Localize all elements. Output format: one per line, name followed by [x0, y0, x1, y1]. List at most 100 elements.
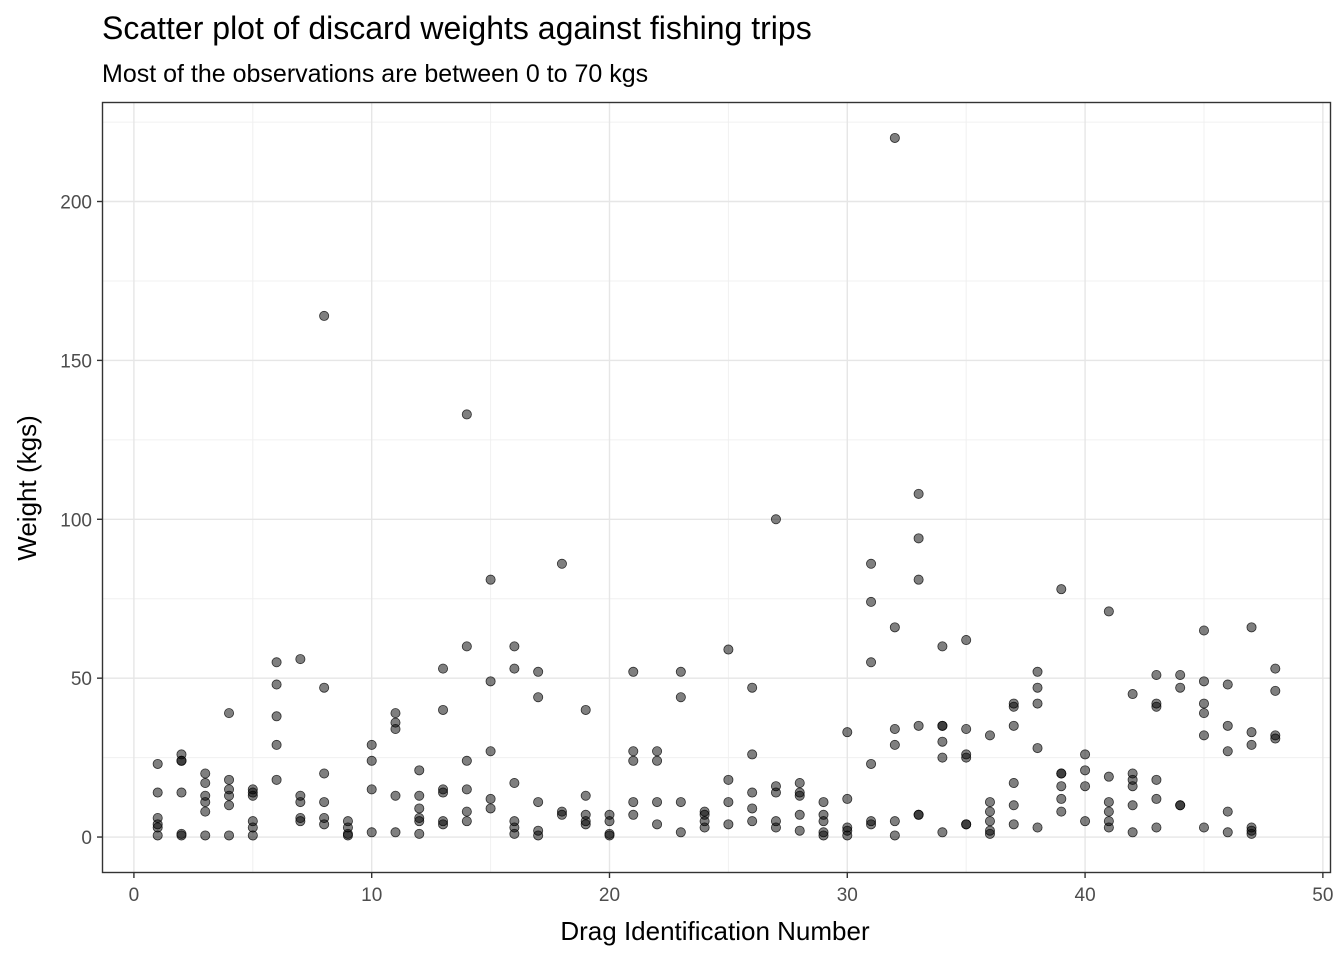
data-point [533, 666, 544, 677]
data-point [200, 806, 211, 817]
data-point [176, 787, 187, 798]
chart-title: Scatter plot of discard weights against … [102, 10, 812, 46]
data-point [485, 676, 496, 687]
data-point [913, 809, 924, 820]
data-point [366, 784, 377, 795]
data-point [961, 635, 972, 646]
data-point [461, 641, 472, 652]
data-point [628, 755, 639, 766]
data-point [1032, 822, 1043, 833]
data-point [628, 746, 639, 757]
x-tick-label: 10 [361, 885, 382, 906]
data-point [937, 827, 948, 838]
data-point [675, 666, 686, 677]
data-point [176, 755, 187, 766]
data-point [866, 596, 877, 607]
data-point [937, 641, 948, 652]
data-point [675, 797, 686, 808]
data-point [1056, 768, 1067, 779]
data-point [319, 797, 330, 808]
data-point [556, 809, 567, 820]
data-point [842, 727, 853, 738]
data-point [889, 724, 900, 735]
data-point [937, 736, 948, 747]
data-point [1151, 701, 1162, 712]
data-point [794, 809, 805, 820]
data-point [770, 514, 781, 525]
data-point [295, 797, 306, 808]
data-point [1080, 816, 1091, 827]
data-point [319, 819, 330, 830]
data-point [152, 830, 163, 841]
data-point [366, 827, 377, 838]
data-point [913, 488, 924, 499]
data-point [1103, 806, 1114, 817]
data-point [319, 682, 330, 693]
data-point [461, 806, 472, 817]
y-tick-label: 0 [81, 828, 92, 849]
axis-ticks [97, 200, 1324, 878]
data-point [414, 790, 425, 801]
data-point [1032, 666, 1043, 677]
data-point [509, 663, 520, 674]
data-point [937, 752, 948, 763]
data-point [628, 809, 639, 820]
data-point [747, 816, 758, 827]
data-point [1056, 584, 1067, 595]
data-point [675, 827, 686, 838]
data-point [723, 644, 734, 655]
data-point [224, 790, 235, 801]
data-point [1032, 698, 1043, 709]
data-point [556, 558, 567, 569]
data-point [319, 310, 330, 321]
data-point [1008, 720, 1019, 731]
data-point [1246, 739, 1257, 750]
data-point [319, 768, 330, 779]
data-point [1270, 733, 1281, 744]
data-point [1222, 806, 1233, 817]
data-point [1151, 822, 1162, 833]
data-point [1103, 797, 1114, 808]
data-point [1103, 606, 1114, 617]
data-point [200, 768, 211, 779]
data-point [152, 787, 163, 798]
data-point [295, 816, 306, 827]
data-point [1175, 800, 1186, 811]
data-point [224, 708, 235, 719]
y-tick-label: 200 [60, 193, 92, 214]
data-point [889, 132, 900, 143]
data-point [628, 797, 639, 808]
data-point [176, 830, 187, 841]
data-point [1198, 708, 1209, 719]
data-point [485, 574, 496, 585]
data-point [509, 641, 520, 652]
data-point [747, 749, 758, 760]
data-point [533, 692, 544, 703]
data-point [461, 816, 472, 827]
data-point [1151, 669, 1162, 680]
data-point [1151, 793, 1162, 804]
data-point [1222, 720, 1233, 731]
data-point [604, 830, 615, 841]
data-point [1270, 663, 1281, 674]
data-point [866, 558, 877, 569]
data-point [271, 774, 282, 785]
data-point [1080, 781, 1091, 792]
data-point [1008, 800, 1019, 811]
data-point [1198, 730, 1209, 741]
data-point [390, 790, 401, 801]
data-point [1222, 746, 1233, 757]
data-point [1198, 676, 1209, 687]
x-tick-label: 0 [129, 885, 140, 906]
data-point [533, 830, 544, 841]
data-point [414, 828, 425, 839]
data-point [271, 679, 282, 690]
data-point [200, 797, 211, 808]
data-point [984, 730, 995, 741]
data-point [1175, 682, 1186, 693]
data-point [794, 790, 805, 801]
data-point [533, 797, 544, 808]
data-point [390, 708, 401, 719]
data-point [818, 816, 829, 827]
